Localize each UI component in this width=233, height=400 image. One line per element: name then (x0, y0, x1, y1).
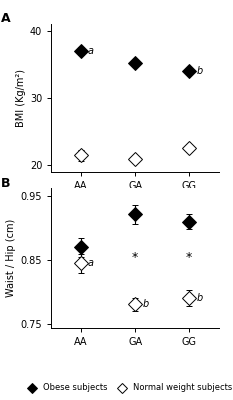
Text: B: B (1, 177, 10, 190)
Text: A: A (1, 12, 10, 25)
Text: a: a (88, 46, 94, 56)
Y-axis label: Waist / Hip (cm): Waist / Hip (cm) (7, 219, 17, 297)
Y-axis label: BMI (Kg/m²): BMI (Kg/m²) (16, 69, 26, 127)
Text: a: a (88, 258, 94, 268)
Legend: Obese subjects, Normal weight subjects: Obese subjects, Normal weight subjects (21, 380, 233, 396)
Text: b: b (142, 300, 148, 310)
Text: *: * (132, 251, 138, 264)
Text: *: * (186, 251, 192, 264)
Text: b: b (196, 66, 202, 76)
Text: b: b (196, 293, 202, 303)
